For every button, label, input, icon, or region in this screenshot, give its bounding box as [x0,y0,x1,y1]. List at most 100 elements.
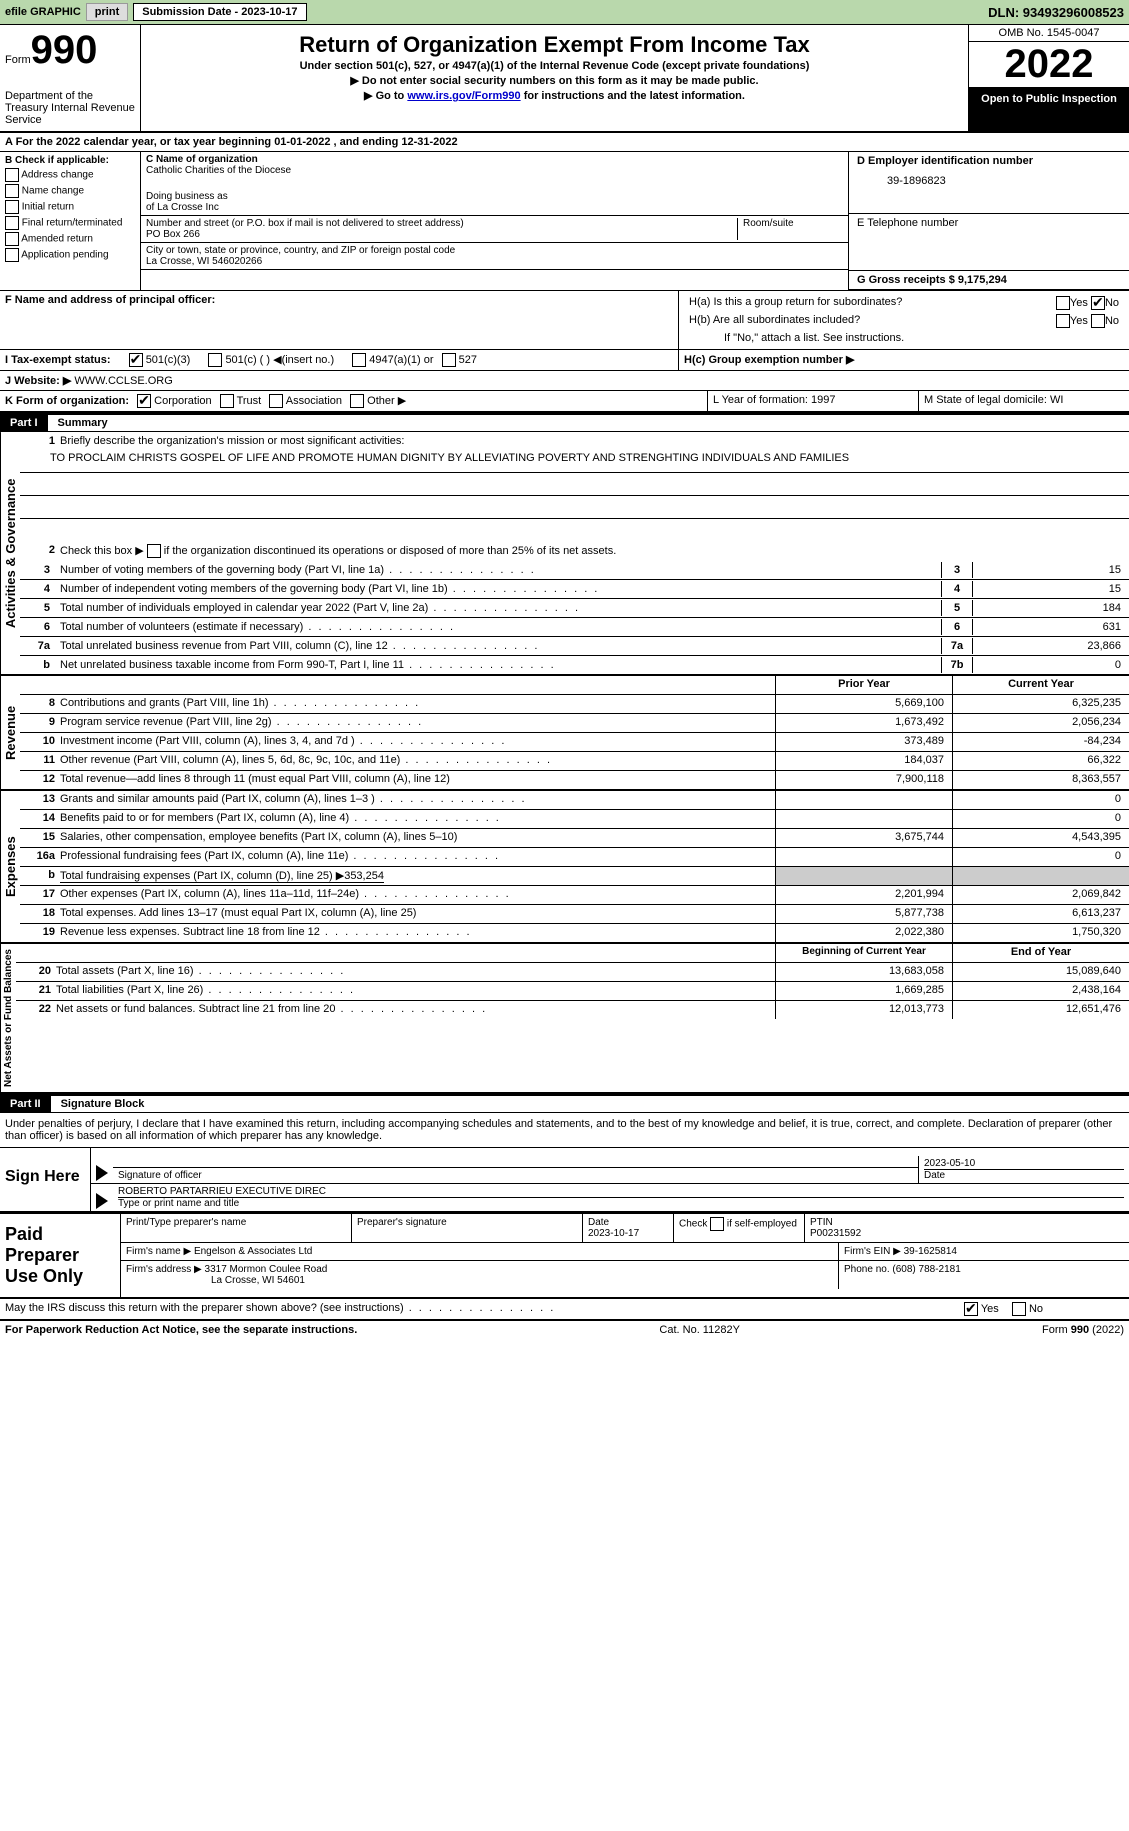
sig-arrow-icon [96,1165,108,1181]
dba-label: Doing business as [146,191,843,202]
activities-rotate-label: Activities & Governance [0,432,20,674]
other-checkbox[interactable] [350,394,364,408]
e13-num: 13 [25,793,60,807]
final-return-label: Final return/terminated [22,218,123,229]
form-number-block: Form990 Department of the Treasury Inter… [0,25,141,131]
e15-text: Salaries, other compensation, employee b… [60,831,457,845]
header-center: Return of Organization Exempt From Incom… [141,25,968,131]
amended-checkbox[interactable] [5,232,19,246]
section-m: M State of legal domicile: WI [918,391,1129,411]
e19-text: Revenue less expenses. Subtract line 18 … [60,926,472,940]
trust-checkbox[interactable] [220,394,234,408]
hb-yes-checkbox[interactable] [1056,314,1070,328]
e14-text: Benefits paid to or for members (Part IX… [60,812,501,826]
section-b: B Check if applicable: Address change Na… [0,152,141,290]
hb-no-checkbox[interactable] [1091,314,1105,328]
corp-label: Corporation [154,395,211,407]
city-value: La Crosse, WI 546020266 [146,256,843,267]
city-label: City or town, state or province, country… [146,245,843,256]
open-to-public: Open to Public Inspection [969,88,1129,131]
line7b-text: Net unrelated business taxable income fr… [55,657,941,673]
r8-text: Contributions and grants (Part VIII, lin… [60,697,420,711]
gross-cell: G Gross receipts $ 9,175,294 [849,271,1129,290]
section-k: K Form of organization: Corporation Trus… [0,391,707,411]
org-name-cell: C Name of organization Catholic Charitie… [141,152,848,216]
name-change-checkbox[interactable] [5,184,19,198]
form-note2: ▶ Go to www.irs.gov/Form990 for instruct… [146,89,963,102]
n22-num: 22 [21,1003,56,1017]
line2-checkbox[interactable] [147,544,161,558]
n21-prior: 1,669,285 [775,982,952,1000]
initial-return-checkbox[interactable] [5,200,19,214]
501c-checkbox[interactable] [208,353,222,367]
sig-date-value: 2023-05-10 [924,1158,1124,1169]
name-change-label: Name change [22,186,84,197]
4947-checkbox[interactable] [352,353,366,367]
tax-year-big: 2022 [969,42,1129,88]
discuss-no-checkbox[interactable] [1012,1302,1026,1316]
e18-num: 18 [25,907,60,921]
prep-date-label: Date [588,1217,668,1228]
mission-blank3 [20,519,1129,541]
i-label: I Tax-exempt status: [5,354,111,366]
self-employed-checkbox[interactable] [710,1217,724,1231]
e16b-prior-grey [775,867,952,885]
final-return-checkbox[interactable] [5,216,19,230]
sign-here-content: Signature of officer 2023-05-10 Date ROB… [90,1148,1129,1211]
gross-label: G Gross receipts $ 9,175,294 [857,274,1121,286]
addr-label: Number and street (or P.O. box if mail i… [146,218,737,229]
addr-change-checkbox[interactable] [5,168,19,182]
501c3-checkbox[interactable] [129,353,143,367]
line4-val: 15 [972,581,1129,597]
expenses-section: Expenses 13Grants and similar amounts pa… [0,791,1129,944]
org-name-label: C Name of organization [146,154,843,165]
line5-val: 184 [972,600,1129,616]
page-footer: For Paperwork Reduction Act Notice, see … [0,1321,1129,1339]
line6-val: 631 [972,619,1129,635]
firm-ein-label: Firm's EIN ▶ [844,1246,901,1257]
e16a-text: Professional fundraising fees (Part IX, … [60,850,500,864]
ein-label: D Employer identification number [857,155,1121,167]
discuss-yes-checkbox[interactable] [964,1302,978,1316]
irs-link[interactable]: www.irs.gov/Form990 [407,90,520,102]
top-left-controls: efile GRAPHIC print Submission Date - 20… [5,3,307,21]
r12-prior: 7,900,118 [775,771,952,789]
line7a-text: Total unrelated business revenue from Pa… [55,638,941,654]
paid-prep-content: Print/Type preparer's name Preparer's si… [121,1214,1129,1297]
ha-no-checkbox[interactable] [1091,296,1105,310]
form-number: 990 [31,28,98,72]
phone-label: E Telephone number [857,217,1121,229]
paid-prep-block: Paid Preparer Use Only Print/Type prepar… [0,1212,1129,1299]
addr-value: PO Box 266 [146,229,737,240]
assoc-checkbox[interactable] [269,394,283,408]
ha-yes-checkbox[interactable] [1056,296,1070,310]
sig-arrow2-icon [96,1193,108,1209]
prep-name-label: Print/Type preparer's name [126,1217,346,1228]
e18-prior: 5,877,738 [775,905,952,923]
r10-text: Investment income (Part VIII, column (A)… [60,735,506,749]
print-button[interactable]: print [86,3,128,21]
r10-prior: 373,489 [775,733,952,751]
revenue-content: Prior Year Current Year 8Contributions a… [20,676,1129,789]
e15-prior: 3,675,744 [775,829,952,847]
ptin-value: P00231592 [810,1228,1124,1239]
form-note1: ▶ Do not enter social security numbers o… [146,74,963,87]
section-l: L Year of formation: 1997 [707,391,918,411]
other-label: Other ▶ [367,395,406,407]
corp-checkbox[interactable] [137,394,151,408]
e14-num: 14 [25,812,60,826]
e16b-curr-grey [952,867,1129,885]
trust-label: Trust [237,395,262,407]
sig-name-label: Type or print name and title [118,1197,1124,1209]
527-checkbox[interactable] [442,353,456,367]
activities-section: Activities & Governance 1 Briefly descri… [0,432,1129,676]
line3-val: 15 [972,562,1129,578]
ha-yes-label: Yes [1070,297,1088,309]
app-pending-checkbox[interactable] [5,248,19,262]
e15-curr: 4,543,395 [952,829,1129,847]
r11-prior: 184,037 [775,752,952,770]
revenue-rotate-label: Revenue [0,676,20,789]
paid-prep-label: Paid Preparer Use Only [0,1214,121,1297]
line7b-val: 0 [972,657,1129,673]
r11-curr: 66,322 [952,752,1129,770]
